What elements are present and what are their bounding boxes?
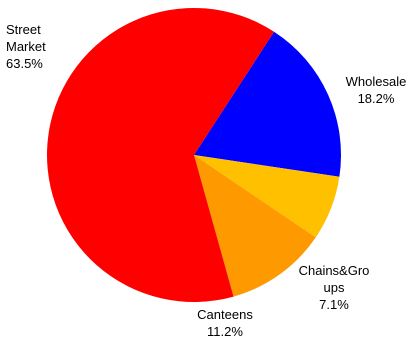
pie-slice-street-market	[46, 7, 275, 302]
data-label-chains-groups: Chains&Gro ups 7.1%	[299, 263, 370, 312]
data-label-canteens: Canteens 11.2%	[197, 307, 253, 339]
pie-slices	[46, 7, 342, 302]
pie-labels: Wholesale 18.2% Chains&Gro ups 7.1% Canteens 1…	[6, 22, 406, 339]
data-label-wholesale: Wholesale 18.2%	[346, 74, 407, 106]
pie-slice-chains-groups	[194, 155, 340, 238]
data-label-street-market: Street Market 63.5%	[6, 22, 46, 71]
pie-slice-canteens	[194, 155, 316, 297]
pie-slice-wholesale	[194, 31, 342, 177]
